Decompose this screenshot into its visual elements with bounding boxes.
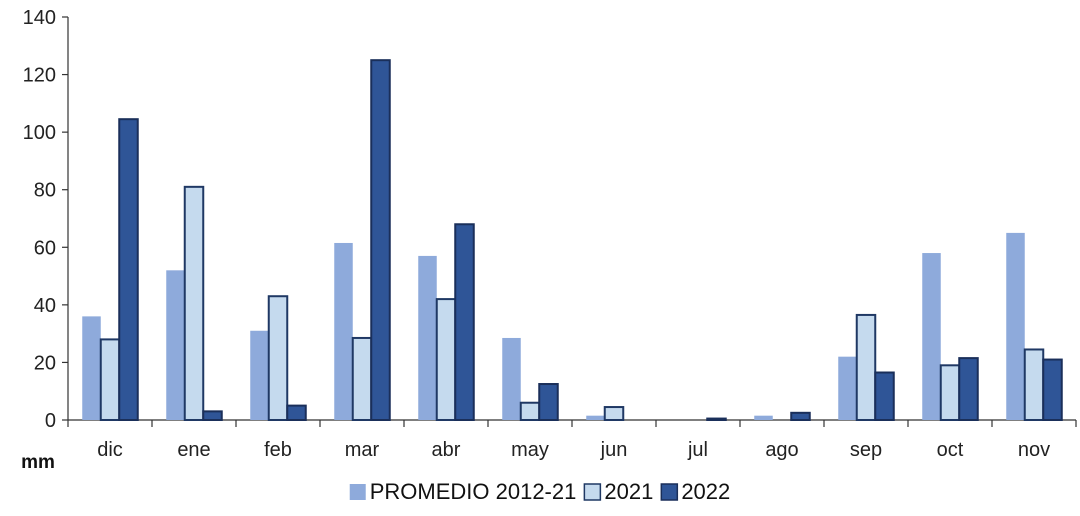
bar-dic-2021 xyxy=(99,338,121,421)
bar-may-promedio-2012-21 xyxy=(502,337,521,420)
bar-oct-2022 xyxy=(958,357,979,422)
x-tick-label: ago xyxy=(765,439,798,461)
y-tick-label: 100 xyxy=(23,122,56,144)
bar-feb-2021 xyxy=(267,295,289,422)
bar-jun-2021 xyxy=(603,406,625,421)
x-tick-label: feb xyxy=(264,439,292,461)
bar-ago-promedio-2012-21 xyxy=(754,415,773,420)
legend-swatch xyxy=(583,483,602,501)
y-tick-labels: 0 20 40 60 80 100 120 140 xyxy=(23,7,56,432)
y-axis-label: mm xyxy=(21,452,55,473)
legend-swatch xyxy=(660,483,679,501)
x-tick-label: sep xyxy=(850,439,882,461)
y-tick-label: 20 xyxy=(34,352,56,374)
bar-ene-promedio-2012-21 xyxy=(166,270,185,420)
x-tick-label: may xyxy=(511,439,549,461)
bar-dic-2022 xyxy=(118,118,139,421)
x-tick-label: jul xyxy=(687,439,708,461)
x-tick-label: dic xyxy=(97,439,123,461)
bar-dic-promedio-2012-21 xyxy=(82,316,101,420)
bar-mar-2021 xyxy=(351,336,373,422)
legend-swatch xyxy=(349,484,366,500)
bar-oct-2021 xyxy=(939,364,961,421)
bar-jul-2022 xyxy=(706,417,727,421)
x-tick-labels: dic ene feb mar abr may jun jul ago sep oct nov xyxy=(97,439,1050,461)
y-tick-label: 60 xyxy=(34,237,56,259)
bar-abr-2022 xyxy=(454,223,475,421)
legend-label: 2021 xyxy=(604,479,653,504)
bar-sep-2022 xyxy=(874,371,895,421)
y-tick-label: 140 xyxy=(23,7,56,29)
y-tick-label: 120 xyxy=(23,65,56,87)
y-tick-label: 0 xyxy=(45,410,56,432)
bar-feb-promedio-2012-21 xyxy=(250,330,269,420)
bar-ago-2022 xyxy=(790,411,811,421)
legend: PROMEDIO 2012-21 2021 2022 xyxy=(349,479,730,504)
bar-sep-2021 xyxy=(855,313,877,421)
bar-jun-promedio-2012-21 xyxy=(586,415,605,420)
bar-mar-2022 xyxy=(370,59,391,422)
bar-abr-promedio-2012-21 xyxy=(418,255,437,420)
bar-nov-2022 xyxy=(1042,358,1063,421)
x-tick-label: nov xyxy=(1018,439,1050,461)
bar-mar-promedio-2012-21 xyxy=(334,242,353,420)
legend-label: PROMEDIO 2012-21 xyxy=(370,479,577,504)
bar-ene-2022 xyxy=(202,410,223,422)
x-tick-label: jun xyxy=(600,439,628,461)
bars xyxy=(82,59,1063,422)
bar-abr-2021 xyxy=(435,298,457,422)
x-tick-label: abr xyxy=(432,439,461,461)
bar-sep-promedio-2012-21 xyxy=(838,356,857,420)
bar-feb-2022 xyxy=(286,404,307,422)
x-tick-label: mar xyxy=(345,439,380,461)
x-tick-label: ene xyxy=(177,439,210,461)
bar-nov-2021 xyxy=(1023,348,1045,422)
bar-may-2021 xyxy=(519,401,541,422)
bar-oct-promedio-2012-21 xyxy=(922,253,941,420)
axes xyxy=(62,16,1077,427)
y-tick-label: 80 xyxy=(34,180,56,202)
y-tick-label: 40 xyxy=(34,295,56,317)
x-tick-label: oct xyxy=(937,439,964,461)
bar-ene-2021 xyxy=(183,185,205,421)
legend-label: 2022 xyxy=(681,479,730,504)
bar-may-2022 xyxy=(538,383,559,421)
bar-nov-promedio-2012-21 xyxy=(1006,232,1025,420)
